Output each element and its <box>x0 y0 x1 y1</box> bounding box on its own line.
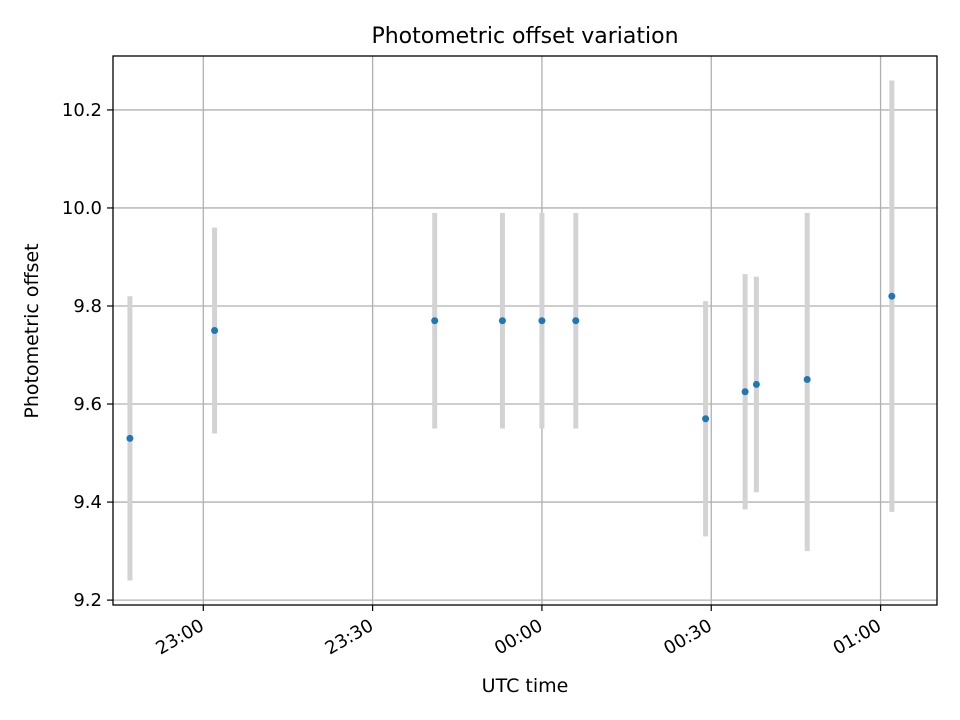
plot-frame <box>112 55 938 606</box>
grid <box>113 56 937 605</box>
data-points <box>126 292 896 442</box>
data-point <box>126 434 134 442</box>
data-point <box>752 380 760 388</box>
y-tick-label: 10.2 <box>62 100 102 121</box>
data-point <box>211 327 219 334</box>
y-tick-label: 10.0 <box>62 198 102 219</box>
data-point <box>702 415 710 423</box>
data-point <box>741 388 749 396</box>
y-axis: 9.2 9.4 9.6 9.8 10.0 10.2 <box>62 100 113 611</box>
chart-title: Photometric offset variation <box>371 24 678 49</box>
y-axis-title: Photometric offset <box>21 243 43 418</box>
data-point <box>498 317 506 325</box>
data-point <box>431 317 439 325</box>
data-point <box>803 376 811 384</box>
y-tick-label: 9.6 <box>73 394 102 415</box>
y-tick-label: 9.2 <box>73 590 102 611</box>
y-tick-label: 9.4 <box>73 492 102 513</box>
x-axis-title: UTC time <box>482 675 569 697</box>
data-point <box>572 317 580 325</box>
data-point <box>538 317 546 325</box>
y-tick-label: 9.8 <box>73 296 102 317</box>
data-point <box>888 292 896 300</box>
